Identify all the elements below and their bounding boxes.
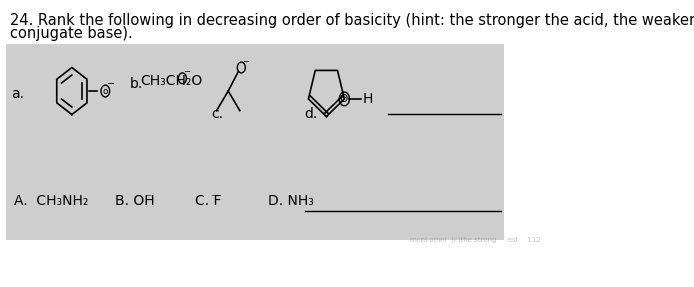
Text: A.  CH₃NH₂: A. CH₃NH₂ — [14, 194, 88, 208]
Text: 24. Rank the following in decreasing order of basicity (hint: the stronger the a: 24. Rank the following in decreasing ord… — [10, 13, 694, 28]
Text: C. F: C. F — [196, 194, 222, 208]
Text: −: − — [107, 79, 115, 89]
Text: ⁻: ⁻ — [145, 192, 151, 205]
Text: −: − — [242, 57, 250, 66]
Text: CH₃CH₂O: CH₃CH₂O — [140, 74, 203, 88]
Text: −: − — [184, 67, 191, 76]
Text: c.: c. — [211, 106, 223, 121]
Text: d.: d. — [305, 106, 318, 121]
Text: H: H — [362, 92, 373, 106]
Text: conjugate base).: conjugate base). — [10, 26, 133, 41]
Text: ⁻: ⁻ — [210, 192, 217, 205]
Text: b.: b. — [130, 77, 143, 91]
Text: B. OH: B. OH — [115, 194, 155, 208]
Text: o: o — [103, 87, 108, 96]
Text: D. NH₃: D. NH₃ — [268, 194, 314, 208]
Text: a.: a. — [12, 87, 24, 101]
Text: Θ: Θ — [339, 94, 348, 104]
Text: mcni omoi  (c)the strong     est    112: mcni omoi (c)the strong est 112 — [410, 236, 541, 243]
FancyBboxPatch shape — [6, 44, 504, 240]
